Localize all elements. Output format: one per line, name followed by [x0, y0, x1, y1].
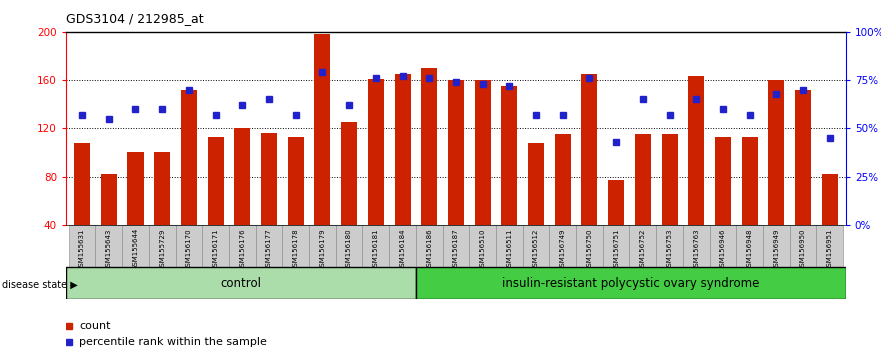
Bar [442, 225, 470, 267]
Bar [122, 225, 149, 267]
Text: GSM156186: GSM156186 [426, 228, 433, 271]
Bar [470, 225, 496, 267]
Bar [362, 225, 389, 267]
Bar [522, 225, 550, 267]
Text: GSM155631: GSM155631 [79, 228, 85, 271]
Text: GSM156177: GSM156177 [266, 228, 272, 271]
Bar [737, 225, 763, 267]
Text: GDS3104 / 212985_at: GDS3104 / 212985_at [66, 12, 204, 25]
Bar [341, 122, 357, 225]
Text: percentile rank within the sample: percentile rank within the sample [79, 337, 267, 347]
Bar [550, 225, 576, 267]
Text: GSM156510: GSM156510 [479, 228, 485, 271]
Bar [69, 225, 95, 267]
Text: control: control [220, 277, 262, 290]
Text: GSM156751: GSM156751 [613, 228, 619, 271]
Bar [683, 225, 709, 267]
Bar [255, 225, 282, 267]
Bar [229, 225, 255, 267]
Text: GSM156179: GSM156179 [320, 228, 325, 271]
Bar [416, 267, 846, 299]
Text: GSM155729: GSM155729 [159, 228, 166, 270]
Bar [608, 180, 624, 225]
Text: GSM156951: GSM156951 [826, 228, 833, 271]
Text: GSM156752: GSM156752 [640, 228, 646, 270]
Bar [603, 225, 630, 267]
Bar [181, 90, 197, 225]
Bar [763, 225, 789, 267]
Bar [154, 153, 170, 225]
Bar [389, 225, 416, 267]
Bar [175, 225, 203, 267]
Bar [635, 135, 651, 225]
Text: GSM156750: GSM156750 [587, 228, 592, 271]
Bar [288, 137, 304, 225]
Bar [74, 143, 90, 225]
Bar [208, 137, 224, 225]
Bar [714, 137, 731, 225]
Bar [528, 143, 544, 225]
Text: disease state ▶: disease state ▶ [2, 280, 78, 290]
Bar [421, 68, 437, 225]
Text: GSM156753: GSM156753 [667, 228, 672, 271]
Bar [448, 80, 464, 225]
Bar [234, 128, 250, 225]
Text: GSM156176: GSM156176 [240, 228, 245, 271]
Bar [149, 225, 175, 267]
Bar [555, 135, 571, 225]
Bar [203, 225, 229, 267]
Bar [742, 137, 758, 225]
Text: GSM156949: GSM156949 [774, 228, 780, 271]
Bar [475, 80, 491, 225]
Text: GSM156946: GSM156946 [720, 228, 726, 271]
Bar [496, 225, 522, 267]
Text: count: count [79, 321, 111, 331]
Bar [100, 174, 117, 225]
Text: GSM155643: GSM155643 [106, 228, 112, 270]
Text: GSM156170: GSM156170 [186, 228, 192, 271]
Bar [416, 225, 442, 267]
Bar [822, 174, 838, 225]
Text: GSM156950: GSM156950 [800, 228, 806, 271]
Text: GSM156178: GSM156178 [292, 228, 299, 271]
Bar [66, 267, 416, 299]
Bar [95, 225, 122, 267]
Bar [576, 225, 603, 267]
Bar [282, 225, 309, 267]
Bar [501, 86, 517, 225]
Text: GSM156511: GSM156511 [507, 228, 513, 271]
Bar [662, 135, 677, 225]
Text: GSM155644: GSM155644 [132, 228, 138, 270]
Bar [315, 34, 330, 225]
Bar [817, 225, 843, 267]
Bar [789, 225, 817, 267]
Bar [261, 133, 277, 225]
Bar [367, 79, 384, 225]
Text: GSM156180: GSM156180 [346, 228, 352, 271]
Bar [128, 153, 144, 225]
Bar [395, 74, 411, 225]
Text: GSM156181: GSM156181 [373, 228, 379, 271]
Bar [581, 74, 597, 225]
Bar [656, 225, 683, 267]
Text: insulin-resistant polycystic ovary syndrome: insulin-resistant polycystic ovary syndr… [502, 277, 759, 290]
Text: GSM156512: GSM156512 [533, 228, 539, 270]
Text: GSM156749: GSM156749 [559, 228, 566, 271]
Text: GSM156948: GSM156948 [746, 228, 752, 271]
Text: GSM156184: GSM156184 [399, 228, 405, 271]
Bar [630, 225, 656, 267]
Bar [709, 225, 737, 267]
Bar [336, 225, 362, 267]
Text: GSM156187: GSM156187 [453, 228, 459, 271]
Text: GSM156171: GSM156171 [212, 228, 218, 271]
Bar [309, 225, 336, 267]
Text: GSM156763: GSM156763 [693, 228, 700, 271]
Bar [768, 80, 784, 225]
Bar [795, 90, 811, 225]
Bar [688, 76, 704, 225]
